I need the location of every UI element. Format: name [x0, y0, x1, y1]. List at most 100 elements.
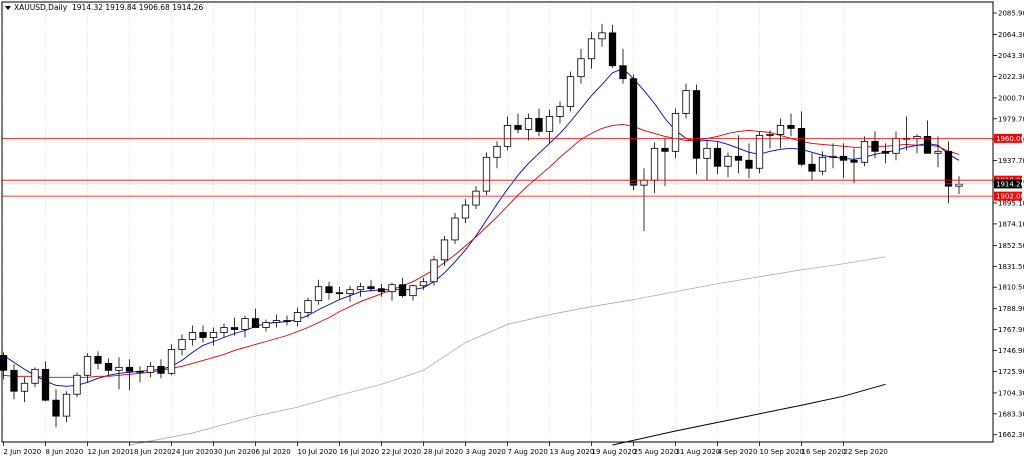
time-tick-label: 16 Jul 2020: [340, 448, 380, 456]
candle-bullish: [63, 394, 70, 416]
candle-bullish: [294, 313, 301, 322]
candle-bearish: [231, 328, 238, 330]
candle-bearish: [809, 164, 816, 171]
time-tick-label: 22 Jul 2020: [382, 448, 422, 456]
time-tick-label: 16 Sep 2020: [802, 448, 846, 456]
candle-bearish: [515, 125, 522, 129]
candle-bullish: [116, 367, 123, 370]
candle-bearish: [284, 321, 291, 322]
price-tick-label: 1937.70: [998, 157, 1024, 165]
candle-bullish: [431, 260, 438, 282]
candle-bearish: [336, 293, 343, 294]
candle-bearish: [840, 156, 847, 160]
candle-bullish: [452, 218, 459, 240]
candle-bearish: [53, 400, 60, 416]
candle-bearish: [630, 79, 637, 186]
candle-bullish: [32, 369, 39, 383]
time-tick-label: 31 Aug 2020: [676, 448, 721, 456]
candle-bullish: [305, 301, 312, 313]
candle-bullish: [588, 39, 595, 59]
candle-bearish: [200, 332, 207, 337]
candle-bullish: [557, 107, 564, 117]
candle-bullish: [704, 148, 711, 158]
candle-bearish: [662, 148, 669, 151]
candle-bullish: [273, 321, 280, 323]
candle-bearish: [735, 156, 742, 160]
candle-bullish: [179, 339, 186, 349]
price-level-label: 1960.00: [996, 135, 1024, 143]
candle-bullish: [189, 332, 196, 339]
candle-bullish: [84, 356, 91, 375]
candle-bearish: [399, 285, 406, 296]
candle-bearish: [105, 363, 112, 370]
candle-bearish: [693, 91, 700, 159]
time-tick-label: 3 Aug 2020: [466, 448, 506, 456]
price-level-label: 1902.00: [996, 193, 1024, 201]
time-tick-label: 8 Jun 2020: [46, 448, 84, 456]
candle-bearish: [872, 141, 879, 151]
time-tick-label: 10 Jul 2020: [298, 448, 338, 456]
candle-bearish: [798, 128, 805, 164]
candle-bullish: [74, 375, 81, 394]
candle-bullish: [221, 328, 228, 333]
candle-bullish: [725, 156, 732, 166]
candle-bullish: [210, 332, 217, 337]
candle-bearish: [882, 151, 889, 153]
price-tick-label: 1874.10: [998, 220, 1024, 228]
time-tick-label: 13 Aug 2020: [550, 448, 595, 456]
time-tick-label: 12 Jun 2020: [88, 448, 130, 456]
time-tick-label: 10 Sep 2020: [760, 448, 804, 456]
candle-bearish: [620, 66, 627, 79]
candle-bearish: [368, 287, 375, 289]
candle-bearish: [42, 369, 49, 400]
candle-bullish: [767, 134, 774, 135]
time-tick-label: 4 Sep 2020: [718, 448, 758, 456]
time-tick-label: 6 Jul 2020: [256, 448, 291, 456]
candle-bullish: [347, 290, 354, 294]
price-tick-label: 1895.10: [998, 199, 1024, 207]
candle-bullish: [672, 113, 679, 151]
price-tick-label: 1704.30: [998, 389, 1024, 397]
time-tick-label: 30 Jun 2020: [214, 448, 256, 456]
candle-bearish: [326, 287, 333, 293]
candle-bullish: [389, 285, 396, 292]
candle-bearish: [11, 370, 18, 391]
candle-bullish: [599, 33, 606, 39]
candle-bullish: [567, 77, 574, 107]
candle-bullish: [483, 157, 490, 191]
candle-bullish: [756, 135, 763, 168]
candle-bullish: [21, 383, 28, 391]
time-tick-label: 28 Jul 2020: [424, 448, 464, 456]
price-tick-label: 1725.90: [998, 368, 1024, 376]
candle-bullish: [956, 184, 963, 186]
candle-bullish: [473, 191, 480, 205]
time-tick-label: 22 Sep 2020: [844, 448, 888, 456]
time-tick-label: 7 Aug 2020: [508, 448, 548, 456]
candle-bullish: [441, 240, 448, 260]
candle-bullish: [357, 287, 364, 290]
candle-bullish: [147, 366, 154, 372]
candle-bearish: [609, 33, 616, 66]
candle-bullish: [263, 323, 270, 328]
symbol-label: XAUUSD,Daily: [14, 3, 68, 12]
time-tick-label: 2 Jun 2020: [4, 448, 42, 456]
current-price-label: 1914.26: [996, 180, 1024, 188]
price-tick-label: 2022.30: [998, 73, 1024, 81]
price-tick-label: 1683.30: [998, 410, 1024, 418]
candle-bullish: [546, 116, 553, 131]
price-tick-label: 1662.30: [998, 431, 1024, 439]
candle-bearish: [158, 366, 165, 373]
price-tick-label: 1831.50: [998, 263, 1024, 271]
candle-bullish: [641, 180, 648, 185]
price-tick-label: 2064.30: [998, 31, 1024, 39]
candle-bullish: [830, 156, 837, 157]
candle-bullish: [777, 125, 784, 134]
candle-bearish: [945, 151, 952, 186]
candle-bearish: [126, 367, 133, 371]
candle-bullish: [420, 282, 427, 286]
candle-bearish: [788, 125, 795, 128]
candle-bullish: [683, 91, 690, 114]
